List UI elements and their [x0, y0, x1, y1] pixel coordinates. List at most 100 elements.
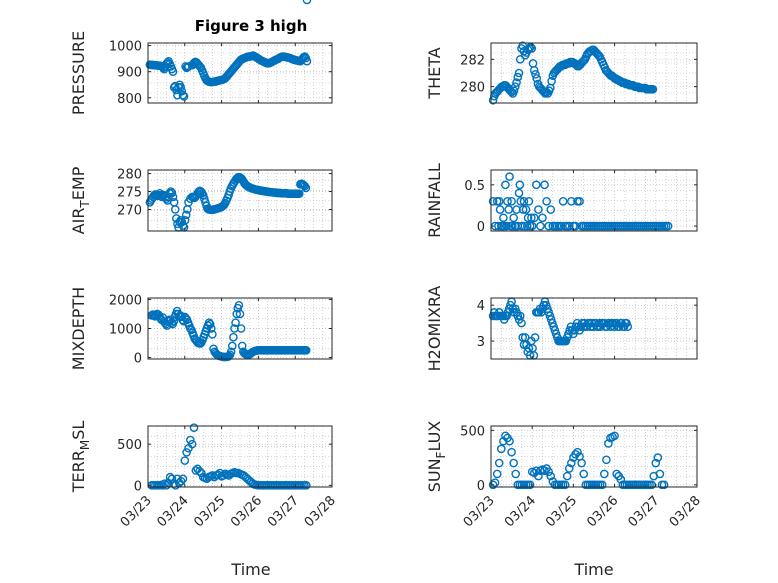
- y-axis-label: AIRTEMP: [69, 166, 92, 234]
- data-point: [180, 215, 190, 225]
- y-tick-label: 1000: [109, 40, 142, 55]
- y-axis-label: RAINFALL: [425, 163, 444, 238]
- data-point: [538, 213, 547, 223]
- data-point: [517, 318, 526, 328]
- data-point: [208, 330, 217, 339]
- y-tick-label: 500: [460, 424, 485, 439]
- data-point: [547, 76, 556, 86]
- data-point: [502, 221, 511, 231]
- data-point: [507, 447, 516, 457]
- y-tick-label: 2000: [109, 293, 142, 308]
- data-point: [208, 471, 217, 480]
- data-point: [612, 469, 621, 479]
- y-axis-label-main: TERR: [69, 450, 88, 493]
- data-point: [524, 197, 534, 206]
- data-point: [597, 480, 607, 490]
- x-tick-label: 03/23: [118, 493, 155, 530]
- data-point: [167, 188, 177, 198]
- data-point: [488, 480, 498, 490]
- data-point: [511, 469, 521, 479]
- data-point: [529, 213, 539, 223]
- data-point: [532, 466, 541, 475]
- data-point: [560, 480, 570, 490]
- axes-frame: [490, 42, 698, 104]
- y-axis-label-subscript: T: [78, 200, 92, 209]
- data-point: [519, 197, 529, 206]
- data-point: [294, 189, 304, 198]
- data-point: [571, 450, 580, 459]
- data-point: [602, 455, 611, 465]
- data-point: [499, 213, 508, 223]
- data-point: [545, 311, 555, 321]
- data-series-mixdepth: [147, 300, 311, 362]
- data-point: [302, 56, 312, 66]
- y-axis-label: THETA: [425, 47, 444, 99]
- data-point: [515, 180, 525, 190]
- y-axis-label-tail: SL: [69, 421, 88, 440]
- data-point: [232, 309, 241, 319]
- data-point: [575, 197, 584, 206]
- data-point: [567, 458, 576, 468]
- figure-title: Figure 3 high: [195, 17, 308, 35]
- data-point: [177, 86, 187, 96]
- data-point: [534, 205, 543, 214]
- data-point: [495, 205, 505, 214]
- data-point: [227, 341, 237, 351]
- x-tick-label: 03/24: [502, 493, 539, 530]
- data-point: [515, 55, 525, 64]
- y-tick-label: 0: [134, 479, 142, 494]
- data-point: [162, 59, 171, 69]
- x-tick-label: 03/24: [155, 493, 192, 530]
- data-point: [186, 324, 195, 333]
- data-point: [530, 333, 540, 342]
- y-axis-label-subscript: F: [434, 451, 448, 458]
- data-series-air-temp: [145, 0, 312, 232]
- data-point: [494, 458, 504, 468]
- subplot-terr-msl: 0 500 03/23 03/24 03/25 03/26 03/27 03/28 TERRMS…: [69, 421, 339, 531]
- y-tick-label: 3: [477, 335, 485, 350]
- data-point: [663, 221, 673, 231]
- data-point: [511, 82, 520, 91]
- axes-frame: [147, 425, 333, 488]
- y-axis-label-tail: LUX: [425, 421, 444, 452]
- axes-frame: [490, 169, 698, 232]
- data-point: [178, 90, 188, 100]
- data-point: [544, 221, 553, 231]
- subplot-rainfall: 0 0.5 RAINFALL: [425, 163, 698, 238]
- data-point: [579, 469, 589, 479]
- data-point: [301, 481, 311, 490]
- data-point: [548, 318, 557, 328]
- data-point: [501, 431, 510, 441]
- data-point: [509, 213, 518, 223]
- data-point: [648, 85, 658, 94]
- data-point: [496, 444, 506, 454]
- data-point: [616, 475, 626, 484]
- data-point: [157, 62, 167, 71]
- data-point: [534, 471, 543, 481]
- y-axis-label: MIXDEPTH: [69, 287, 88, 370]
- data-point: [501, 180, 510, 190]
- y-axis-label: TERRMSL: [69, 421, 92, 494]
- y-tick-label: 0: [477, 479, 485, 494]
- data-point: [544, 467, 553, 477]
- data-series-pressure: [145, 51, 312, 101]
- y-axis-label-tail: EMP: [69, 166, 88, 200]
- y-axis-label-main: AIR: [69, 208, 88, 235]
- data-point: [205, 319, 215, 329]
- data-point: [488, 197, 498, 206]
- data-point: [651, 458, 661, 468]
- data-point: [494, 221, 503, 231]
- data-point: [224, 351, 234, 361]
- data-point: [178, 474, 188, 484]
- x-tick-label: 03/27: [626, 493, 663, 530]
- data-point: [506, 86, 515, 96]
- data-point: [600, 469, 609, 479]
- y-tick-label: 4: [477, 299, 485, 314]
- data-point: [521, 205, 531, 214]
- subplot-air-temp: 270 275 280 AIRTEMP: [69, 0, 333, 234]
- data-point: [184, 62, 193, 71]
- data-series-rainfall: [488, 172, 673, 231]
- subplot-h2omixra: 3 4 H2OMIXRA: [425, 286, 698, 371]
- data-point: [542, 197, 551, 206]
- data-point: [525, 480, 535, 490]
